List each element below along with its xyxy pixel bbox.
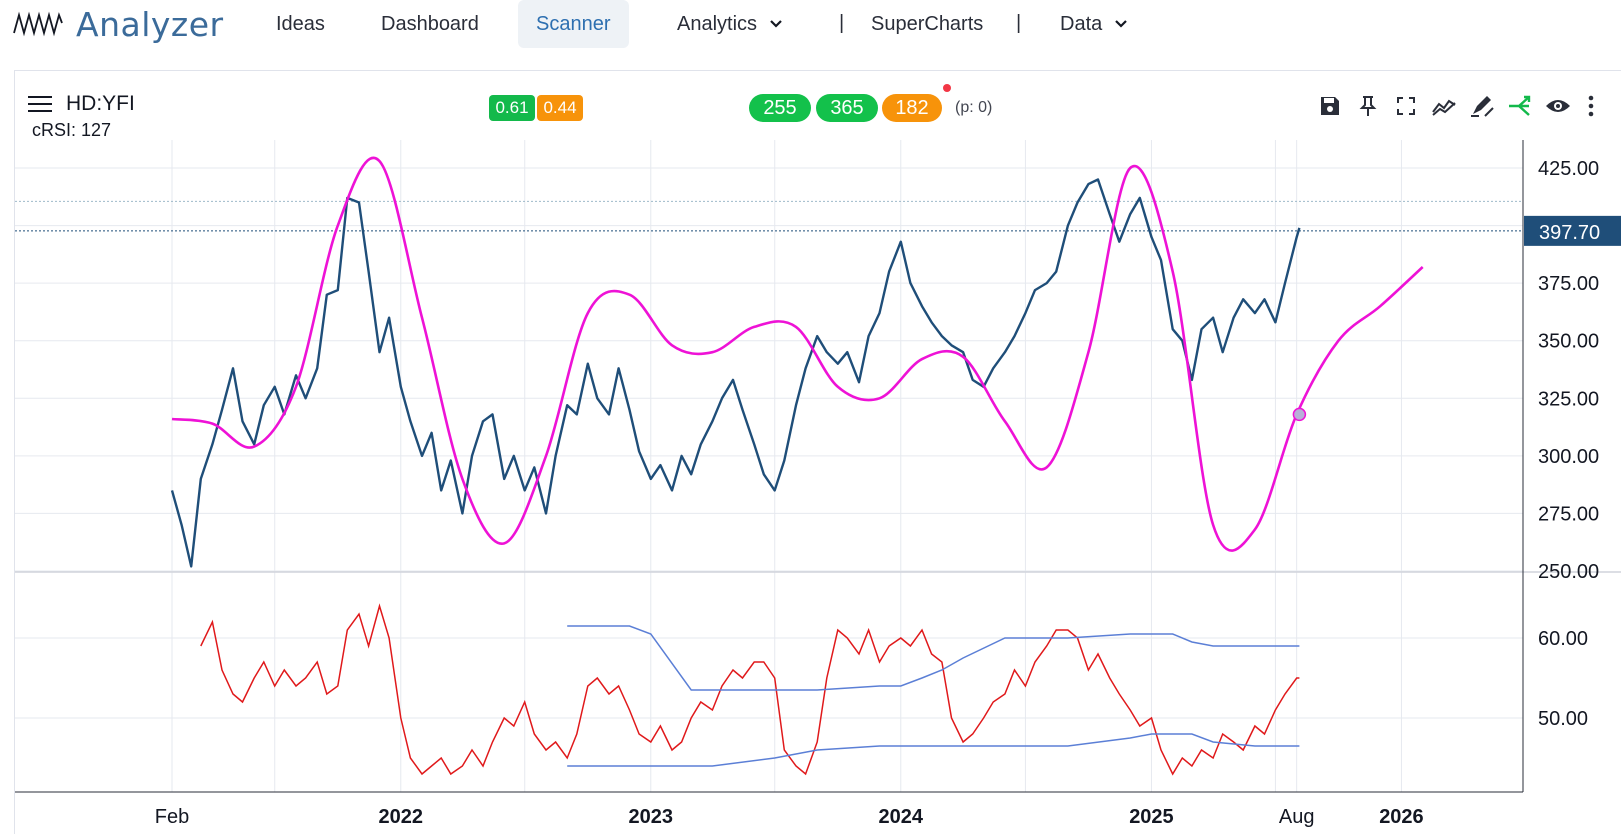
time-tick-label: Aug	[1279, 806, 1315, 828]
time-tick-label: 2026	[1379, 806, 1424, 828]
cycle-series-line	[171, 156, 1424, 552]
save-icon[interactable]	[1316, 92, 1344, 120]
draw-icon[interactable]	[1468, 92, 1496, 120]
indicator-label: cRSI: 127	[32, 120, 112, 140]
indicator-tick-label: 60.00	[1538, 628, 1588, 650]
price-tick-label: 325.00	[1538, 388, 1599, 410]
nav-scanner-label: Scanner	[536, 12, 611, 35]
nav-analytics[interactable]: Analytics	[677, 0, 783, 48]
p-count: (p: 0)	[955, 99, 993, 116]
nav-supercharts[interactable]: SuperCharts	[871, 12, 984, 35]
price-tick-label: 250.00	[1538, 561, 1599, 583]
app-title: Analyzer	[76, 4, 224, 44]
indicator-axis[interactable]: 60.00 50.00	[1538, 628, 1588, 730]
eye-icon[interactable]	[1544, 92, 1572, 120]
more-icon[interactable]	[1582, 92, 1600, 120]
cycle-pill[interactable]: 255	[749, 94, 811, 122]
time-tick-label: 2025	[1129, 806, 1174, 828]
indicator-tick-label: 50.00	[1538, 708, 1588, 730]
price-tick-label: 350.00	[1538, 331, 1599, 353]
price-tick-label: 275.00	[1538, 503, 1599, 525]
nav-scanner[interactable]: Scanner	[518, 0, 629, 48]
cycle-pill[interactable]: 182	[882, 94, 942, 122]
pane-divider	[15, 140, 1621, 793]
nav-analytics-label: Analytics	[677, 12, 758, 35]
score-badge: 0.44	[537, 95, 583, 121]
fullscreen-icon[interactable]	[1392, 92, 1420, 120]
last-price-box	[1524, 215, 1621, 246]
waveform-logo-icon	[13, 11, 63, 37]
fork-icon[interactable]	[1506, 92, 1534, 120]
time-tick-label: Feb	[155, 806, 189, 828]
app-logo[interactable]: Analyzer	[12, 4, 224, 44]
last-price-tag: 397.70	[1524, 215, 1621, 246]
trend-icon[interactable]	[1430, 92, 1458, 120]
upper-band-line	[567, 625, 1300, 691]
cycle-pill[interactable]: 365	[816, 94, 878, 122]
crsi-line	[200, 603, 1300, 776]
top-navigation: Analyzer Ideas Dashboard Scanner Analyti…	[0, 0, 1621, 48]
time-tick-label: 2024	[879, 806, 924, 828]
chevron-down-icon	[1115, 20, 1128, 28]
price-series-line	[170, 178, 1301, 568]
time-tick-label: 2023	[629, 806, 674, 828]
nav-data-label: Data	[1060, 12, 1103, 35]
nav-dashboard[interactable]: Dashboard	[381, 12, 479, 35]
time-axis[interactable]: Feb 2022 2023 2024 2025 Aug 2026	[155, 806, 1424, 828]
nav-separator: |	[839, 12, 845, 34]
nav-ideas[interactable]: Ideas	[276, 12, 325, 35]
last-price-label: 397.70	[1539, 222, 1600, 244]
main-pane-series	[170, 156, 1424, 568]
time-tick-label: 2022	[379, 806, 424, 828]
chevron-down-icon	[770, 20, 782, 28]
price-axis[interactable]: 425.00 375.00 350.00 325.00 300.00 275.00 250.…	[1538, 158, 1599, 583]
price-tick-label: 425.00	[1538, 158, 1599, 180]
lower-band-line	[567, 733, 1300, 767]
notification-dot	[943, 84, 951, 92]
price-tick-label: 300.00	[1538, 446, 1599, 468]
nav-separator: |	[1016, 12, 1022, 34]
price-tick-label: 375.00	[1538, 273, 1599, 295]
pin-icon[interactable]	[1354, 92, 1382, 120]
chart-panel	[14, 70, 1621, 834]
chart-grid	[15, 140, 1523, 792]
symbol-label[interactable]: HD:YFI	[66, 92, 135, 115]
indicator-pane-series	[200, 603, 1300, 776]
nav-data[interactable]: Data	[1060, 0, 1128, 48]
menu-icon[interactable]	[28, 96, 52, 114]
score-badge: 0.61	[489, 95, 535, 121]
cycle-marker	[1292, 407, 1307, 422]
